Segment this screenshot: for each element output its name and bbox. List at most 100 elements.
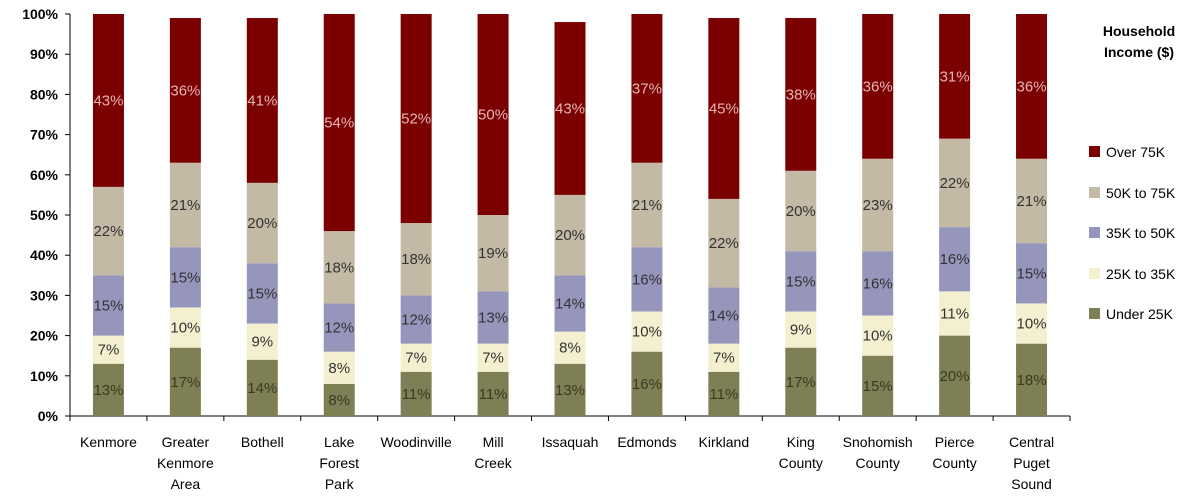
bar-segment xyxy=(785,18,817,171)
bar-segment xyxy=(554,22,586,195)
y-tick-label: 90% xyxy=(30,46,59,62)
bar-segment xyxy=(477,371,509,416)
legend-swatch xyxy=(1089,268,1100,279)
x-category-label: Kenmore xyxy=(157,455,214,471)
x-category-label: Area xyxy=(171,476,201,492)
bar-segment xyxy=(477,14,509,215)
bar-segment xyxy=(554,331,586,364)
bar-segment xyxy=(169,247,201,308)
bar-segment xyxy=(400,223,432,296)
bar-segment xyxy=(477,291,509,344)
bar-data-label: 20% xyxy=(940,368,970,385)
bar-segment xyxy=(862,14,894,159)
bar-segment xyxy=(246,263,278,324)
y-tick-label: 70% xyxy=(30,127,59,143)
bar-segment xyxy=(862,158,894,252)
bar-segment xyxy=(323,14,355,232)
bar-data-label: 16% xyxy=(863,275,893,292)
bar-segment xyxy=(92,335,124,364)
bar-data-label: 22% xyxy=(940,175,970,192)
x-category-label: Mill xyxy=(483,434,504,450)
bar-segment xyxy=(323,351,355,384)
bar-data-label: 14% xyxy=(709,308,739,325)
bar-segment xyxy=(631,351,663,416)
bar-data-label: 15% xyxy=(786,273,816,290)
x-category-label: Bothell xyxy=(241,434,284,450)
bar-segment xyxy=(708,287,740,344)
bar-data-label: 16% xyxy=(632,376,662,393)
bar-data-label: 19% xyxy=(478,245,508,262)
x-category-label: Kenmore xyxy=(80,434,137,450)
bar-data-label: 8% xyxy=(328,360,350,377)
bar-data-label: 11% xyxy=(709,386,738,403)
bar-data-label: 15% xyxy=(247,285,277,302)
bar-segment xyxy=(246,182,278,264)
bar-segment xyxy=(400,371,432,416)
bar-data-label: 20% xyxy=(247,215,277,232)
bar-data-label: 12% xyxy=(324,320,354,337)
bar-data-label: 16% xyxy=(632,271,662,288)
bar-data-label: 20% xyxy=(786,203,816,220)
legend-title: Household xyxy=(1103,23,1175,39)
bar-segment xyxy=(92,186,124,276)
legend-swatch xyxy=(1089,227,1100,238)
bar-data-label: 18% xyxy=(324,259,354,276)
bar-segment xyxy=(862,251,894,316)
legend-label: Under 25K xyxy=(1106,306,1174,322)
bar-segment xyxy=(1016,158,1048,244)
bar-data-label: 17% xyxy=(786,374,816,391)
bar-data-label: 23% xyxy=(863,197,893,214)
legend-label: 50K to 75K xyxy=(1106,185,1176,201)
bar-segment xyxy=(92,363,124,416)
bar-segment xyxy=(1016,343,1048,416)
bar-data-label: 18% xyxy=(401,251,431,268)
bar-segment xyxy=(169,162,201,248)
bar-segment xyxy=(323,303,355,352)
bar-data-label: 15% xyxy=(863,378,893,395)
bar-segment xyxy=(708,343,740,372)
bar-segment xyxy=(631,162,663,248)
y-tick-label: 0% xyxy=(38,408,59,424)
bar-data-label: 21% xyxy=(170,197,200,214)
bar-data-label: 16% xyxy=(940,251,970,268)
bar-data-label: 7% xyxy=(482,350,504,367)
bar-data-label: 7% xyxy=(405,350,427,367)
bar-segment xyxy=(92,275,124,336)
bar-data-label: 8% xyxy=(559,340,581,357)
y-tick-label: 40% xyxy=(30,247,59,263)
bar-segment xyxy=(1016,14,1048,159)
bar-data-label: 17% xyxy=(170,374,200,391)
y-tick-label: 10% xyxy=(30,368,59,384)
bar-segment xyxy=(631,311,663,352)
bar-segment xyxy=(939,227,971,292)
bar-data-label: 13% xyxy=(555,382,585,399)
bar-segment xyxy=(554,275,586,332)
bar-data-label: 15% xyxy=(170,269,200,286)
legend-label: 25K to 35K xyxy=(1106,266,1176,282)
bar-segment xyxy=(554,194,586,276)
bar-segment xyxy=(169,18,201,163)
legend-label: Over 75K xyxy=(1106,144,1166,160)
bar-data-label: 9% xyxy=(790,322,812,339)
bar-data-label: 54% xyxy=(324,115,354,132)
bar-data-label: 50% xyxy=(478,107,508,124)
bar-data-label: 13% xyxy=(478,310,508,327)
bar-segment xyxy=(939,138,971,228)
bar-data-label: 21% xyxy=(1017,193,1047,210)
bar-data-label: 10% xyxy=(170,320,200,337)
bar-data-label: 36% xyxy=(863,78,893,95)
bar-segment xyxy=(631,247,663,312)
legend-swatch xyxy=(1089,308,1100,319)
x-category-label: Central xyxy=(1009,434,1054,450)
bar-data-label: 14% xyxy=(555,295,585,312)
bar-segment xyxy=(477,215,509,292)
bar-data-label: 7% xyxy=(713,350,735,367)
x-category-label: County xyxy=(779,455,823,471)
bar-segment xyxy=(785,347,817,416)
bar-segment xyxy=(323,383,355,416)
bar-segment xyxy=(246,359,278,416)
bar-data-label: 10% xyxy=(632,324,662,341)
bar-data-label: 22% xyxy=(709,235,739,252)
bar-data-label: 36% xyxy=(170,82,200,99)
